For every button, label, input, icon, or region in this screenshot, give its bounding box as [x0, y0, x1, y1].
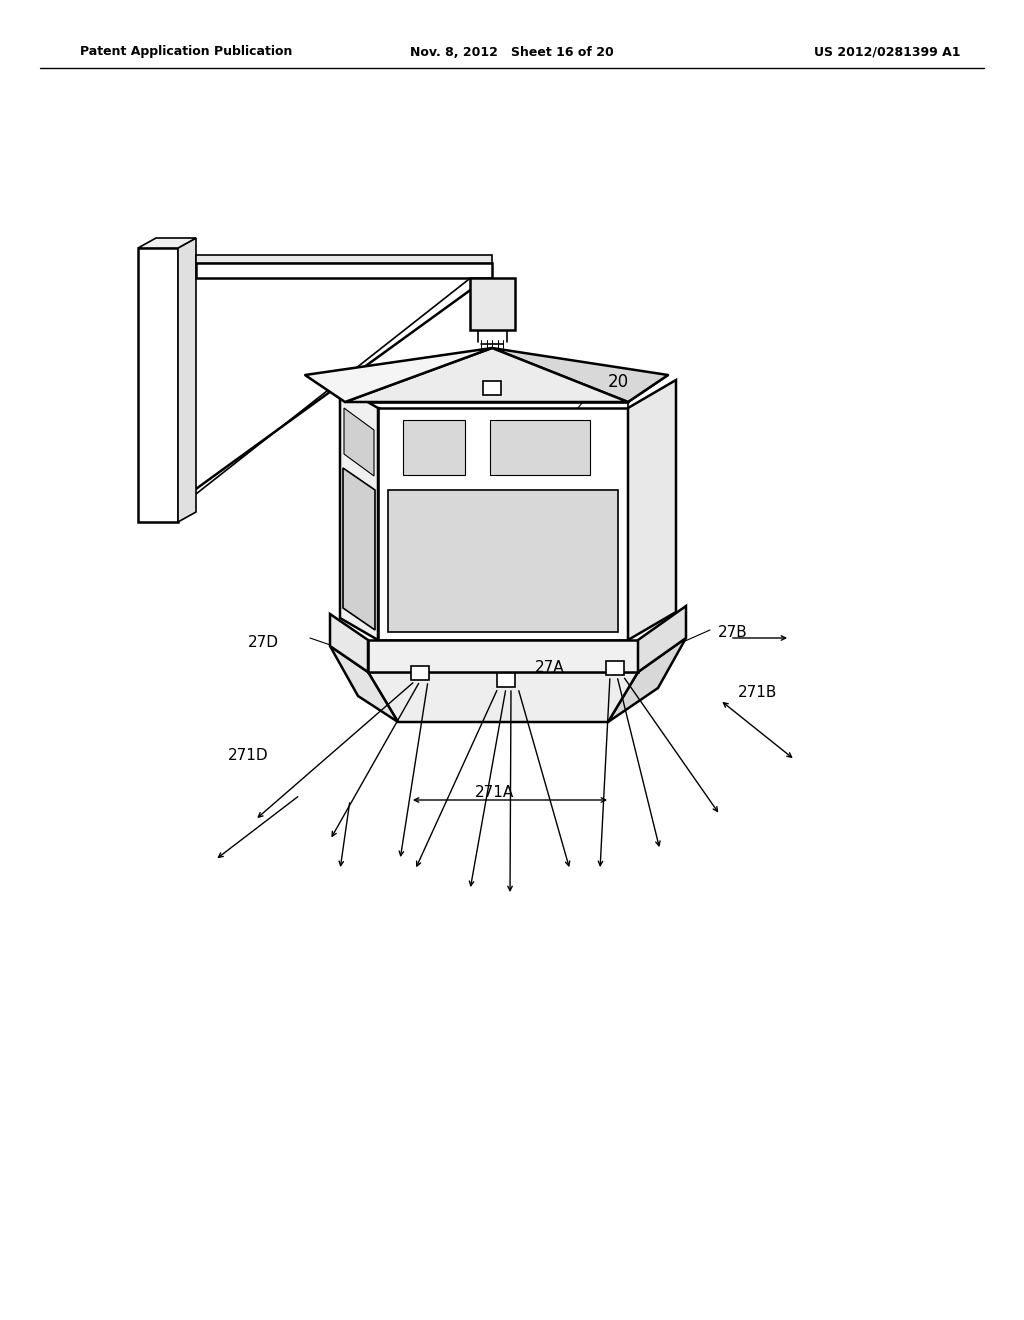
Polygon shape	[196, 263, 492, 279]
Polygon shape	[490, 420, 590, 475]
Text: 20: 20	[608, 374, 629, 391]
Polygon shape	[340, 385, 378, 640]
Polygon shape	[305, 348, 492, 403]
Polygon shape	[608, 638, 686, 722]
Polygon shape	[330, 645, 398, 722]
Polygon shape	[378, 408, 628, 640]
Polygon shape	[628, 380, 676, 640]
Text: Nov. 8, 2012   Sheet 16 of 20: Nov. 8, 2012 Sheet 16 of 20	[411, 45, 613, 58]
Text: 271B: 271B	[738, 685, 777, 700]
Text: 271D: 271D	[228, 748, 268, 763]
Polygon shape	[344, 408, 374, 477]
Text: US 2012/0281399 A1: US 2012/0281399 A1	[813, 45, 961, 58]
Polygon shape	[638, 606, 686, 672]
Polygon shape	[343, 469, 375, 630]
Polygon shape	[497, 673, 515, 686]
Polygon shape	[411, 667, 429, 680]
Polygon shape	[196, 255, 492, 263]
Polygon shape	[368, 640, 638, 672]
Polygon shape	[483, 381, 501, 395]
Polygon shape	[403, 420, 465, 475]
Polygon shape	[388, 490, 618, 632]
Polygon shape	[178, 238, 196, 521]
Text: 271A: 271A	[475, 785, 514, 800]
Text: 27B: 27B	[718, 624, 748, 640]
Polygon shape	[606, 661, 624, 675]
Text: 27D: 27D	[248, 635, 279, 649]
Polygon shape	[368, 672, 638, 722]
Polygon shape	[330, 614, 368, 672]
Polygon shape	[345, 348, 628, 403]
Polygon shape	[138, 248, 178, 521]
Text: Patent Application Publication: Patent Application Publication	[80, 45, 293, 58]
Polygon shape	[492, 348, 668, 403]
Polygon shape	[470, 279, 515, 330]
Polygon shape	[138, 238, 196, 248]
Text: 27A: 27A	[535, 660, 564, 675]
